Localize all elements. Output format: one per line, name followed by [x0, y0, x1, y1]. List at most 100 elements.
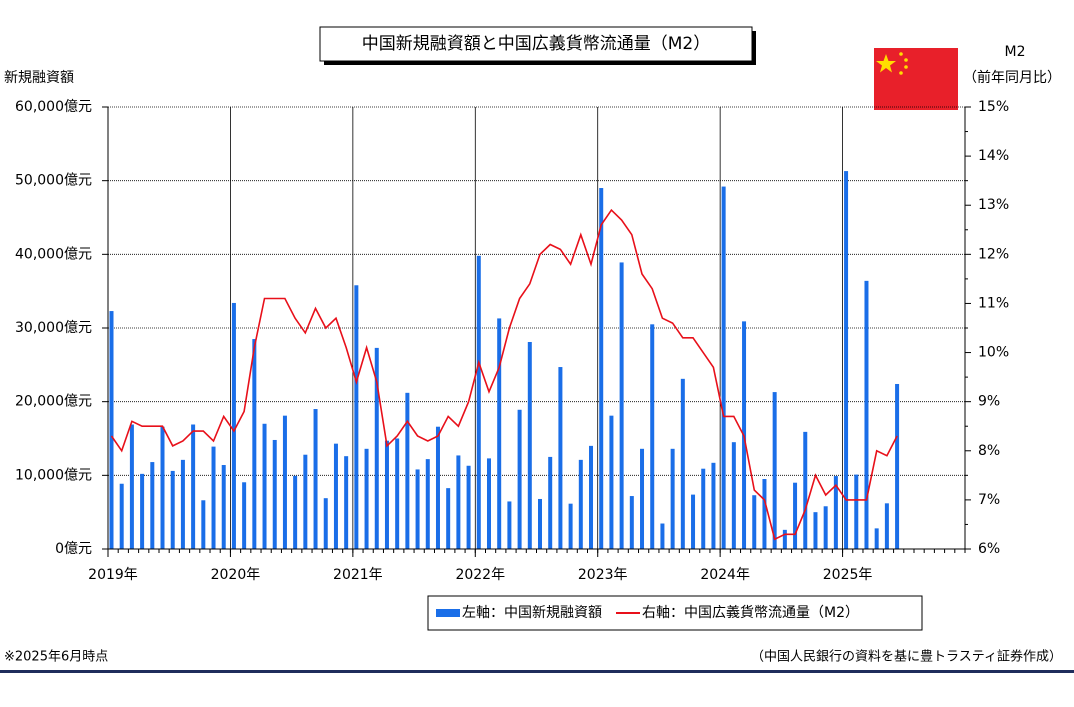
- bar: [782, 529, 787, 549]
- bar: [813, 512, 818, 549]
- y-axis-title: 新規融資額: [4, 70, 74, 86]
- y2-tick-label: 10%: [978, 345, 1009, 361]
- flag-star: [904, 58, 908, 62]
- bar: [446, 488, 451, 549]
- y-tick-label: 30,000億元: [15, 320, 92, 336]
- y2-axis-title: M2: [1005, 44, 1026, 60]
- bar: [793, 482, 798, 549]
- bar: [772, 392, 777, 549]
- x-tick-label: 2023年: [578, 567, 628, 583]
- bar: [486, 458, 491, 549]
- bar: [160, 426, 165, 549]
- bar: [354, 285, 359, 549]
- legend-swatch: [436, 609, 460, 617]
- bar: [680, 378, 685, 549]
- y2-tick-label: 13%: [978, 197, 1009, 213]
- bar: [374, 347, 379, 549]
- footnote: ※2025年6月時点: [4, 650, 108, 665]
- bar: [201, 500, 206, 549]
- legend-label: 右軸：中国広義貨幣流通量（M2）: [642, 604, 859, 621]
- flag-field: [874, 48, 958, 110]
- bar: [313, 409, 318, 549]
- bar: [364, 448, 369, 549]
- bar: [895, 383, 900, 549]
- bar: [854, 474, 859, 549]
- bar: [670, 448, 675, 549]
- bar: [640, 448, 645, 549]
- y2-tick-label: 11%: [978, 295, 1009, 311]
- bar: [548, 456, 553, 549]
- y2-tick-label: 7%: [978, 492, 1000, 508]
- title-box: [319, 26, 753, 62]
- legend-label: 左軸：中国新規融資額: [462, 605, 602, 621]
- bar: [629, 496, 634, 549]
- bar: [589, 445, 594, 549]
- bar: [140, 473, 145, 549]
- bar: [844, 171, 849, 549]
- bar: [864, 280, 869, 549]
- bar: [527, 341, 532, 549]
- bar: [874, 528, 879, 549]
- bar: [272, 439, 277, 549]
- bar: [568, 503, 573, 549]
- bar: [823, 506, 828, 549]
- flag: [874, 48, 958, 110]
- y-tick-label: 50,000億元: [15, 173, 92, 189]
- bar: [293, 475, 298, 549]
- x-tick-label: 2019年: [88, 567, 138, 583]
- y-tick-label: 40,000億元: [15, 246, 92, 262]
- bar: [221, 465, 226, 549]
- bar: [701, 468, 706, 549]
- y2-tick-label: 12%: [978, 246, 1009, 262]
- bar: [619, 262, 624, 549]
- bar: [384, 440, 389, 549]
- bar: [425, 459, 430, 549]
- bar: [507, 501, 512, 549]
- bar: [435, 426, 440, 549]
- y2-tick-label: 15%: [978, 99, 1009, 115]
- bar: [405, 392, 410, 549]
- bar: [650, 324, 655, 549]
- x-tick-label: 2021年: [333, 567, 383, 583]
- bar: [129, 424, 134, 549]
- x-tick-label: 2022年: [455, 567, 505, 583]
- bar: [517, 409, 522, 549]
- y-tick-label: 20,000億元: [15, 394, 92, 410]
- bar: [282, 415, 287, 549]
- bar: [150, 462, 155, 549]
- bar: [109, 311, 114, 549]
- bar: [721, 186, 726, 549]
- bar: [578, 459, 583, 549]
- bar: [191, 424, 196, 549]
- bar: [344, 456, 349, 549]
- flag-star: [899, 52, 903, 56]
- y2-tick-label: 8%: [978, 443, 1000, 459]
- y-tick-label: 0億元: [55, 541, 92, 557]
- bar: [262, 423, 267, 549]
- bar: [119, 483, 124, 549]
- footer-rule: [0, 670, 1074, 673]
- bar: [884, 503, 889, 549]
- y2-tick-label: 14%: [978, 148, 1009, 164]
- bar: [731, 442, 736, 549]
- bar: [231, 302, 236, 549]
- source: （中国人民銀行の資料を基に豊トラスティ証券作成）: [751, 649, 1062, 665]
- bar: [323, 498, 328, 549]
- bar: [762, 479, 767, 549]
- bar: [180, 459, 185, 549]
- bar: [660, 523, 665, 549]
- flag-star: [904, 65, 908, 69]
- bar: [456, 455, 461, 549]
- bar: [752, 495, 757, 549]
- bar: [538, 498, 542, 549]
- y2-tick-label: 9%: [978, 394, 1000, 410]
- line: [110, 208, 898, 541]
- bar: [476, 255, 481, 549]
- bar: [333, 443, 338, 549]
- y-tick-label: 10,000億元: [15, 467, 92, 483]
- bar: [395, 438, 400, 549]
- flag-star: [899, 71, 903, 75]
- x-tick-label: 2025年: [823, 567, 873, 583]
- y2-tick-label: 6%: [978, 541, 1000, 557]
